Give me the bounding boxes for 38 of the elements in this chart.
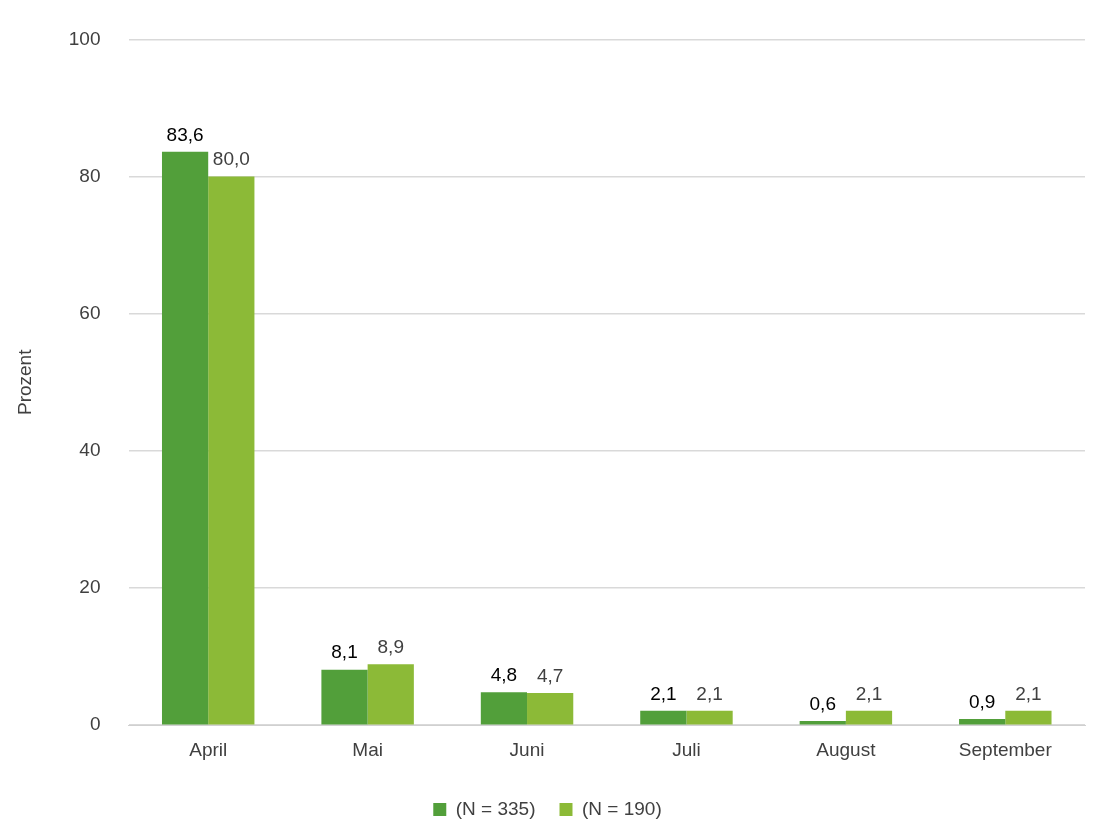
- data-label: 4,7: [536, 664, 564, 686]
- bar: [527, 692, 574, 725]
- bar: [161, 151, 209, 725]
- bar: [367, 664, 414, 725]
- data-label: 2,1: [696, 682, 723, 704]
- x-tick-label: Juni: [509, 738, 545, 760]
- data-label: 4,8: [490, 664, 518, 686]
- bar: [686, 710, 733, 725]
- y-tick-label: 60: [79, 301, 101, 323]
- legend-label: (N = 335): [455, 797, 536, 819]
- x-tick-label: September: [958, 738, 1053, 760]
- x-tick-label: August: [816, 738, 877, 760]
- y-tick-label: 20: [79, 576, 101, 598]
- y-axis-title: Prozent: [13, 348, 35, 416]
- bar: [208, 176, 255, 725]
- y-tick-label: 100: [68, 27, 101, 49]
- data-label: 2,1: [650, 682, 677, 704]
- data-label: 83,6: [166, 123, 204, 145]
- x-tick-label: Mai: [352, 738, 383, 760]
- bar: [321, 669, 368, 725]
- y-tick-label: 80: [79, 164, 101, 186]
- data-label: 0,6: [809, 692, 836, 714]
- bar: [480, 692, 528, 725]
- legend-label: (N = 190): [582, 797, 662, 819]
- bar: [845, 710, 893, 725]
- bar: [959, 719, 1006, 725]
- data-label: 2,1: [1015, 682, 1042, 704]
- bar: [1005, 710, 1052, 725]
- x-tick-label: Juli: [672, 738, 701, 760]
- x-tick-label: April: [189, 738, 228, 760]
- data-label: 0,9: [968, 690, 996, 712]
- data-label: 2,1: [855, 682, 883, 704]
- data-label: 8,1: [331, 641, 358, 663]
- data-label: 8,9: [377, 635, 404, 657]
- bar: [640, 710, 687, 725]
- y-tick-label: 0: [89, 713, 101, 735]
- y-tick-label: 40: [79, 439, 101, 461]
- data-label: 80,0: [212, 148, 250, 170]
